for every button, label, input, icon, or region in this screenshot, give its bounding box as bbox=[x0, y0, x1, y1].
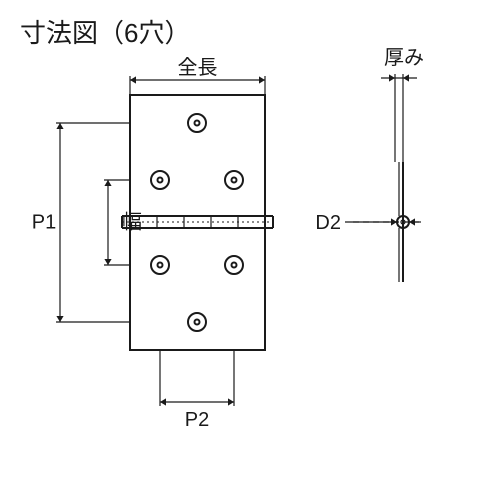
dimension-d2 bbox=[345, 218, 421, 225]
label-thickness: 厚み bbox=[384, 47, 424, 69]
label-width: 幅 bbox=[122, 211, 142, 234]
hinge-dimension-diagram: 寸法図（6穴） 全長 厚み P1 幅 D2 P2 bbox=[0, 0, 500, 500]
label-overall-length: 全長 bbox=[178, 56, 218, 79]
label-d2: D2 bbox=[315, 212, 341, 234]
dimension-p1 bbox=[56, 123, 130, 322]
hinge-pin-band bbox=[122, 216, 273, 228]
label-p2: P2 bbox=[185, 409, 209, 431]
label-p1: P1 bbox=[32, 212, 56, 234]
dimension-p2 bbox=[160, 350, 234, 406]
dimension-thickness bbox=[381, 74, 417, 162]
diagram-title: 寸法図（6穴） bbox=[20, 18, 190, 48]
front-view bbox=[122, 95, 273, 350]
